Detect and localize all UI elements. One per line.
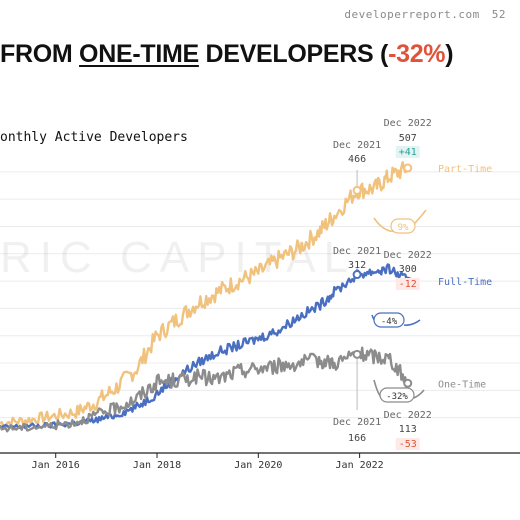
dec-2022-label: Dec 2022 — [384, 410, 432, 421]
point-dec-2021 — [352, 270, 362, 280]
dec-2021-value: 466 — [348, 154, 366, 165]
dec-2022-value: 300 — [399, 264, 417, 275]
pct-pill — [390, 218, 416, 234]
watermark: RIC CAPITAL — [0, 233, 356, 282]
pct-pill — [379, 387, 415, 403]
dec-2022-value: 113 — [399, 424, 417, 435]
headline-negative-value: -32% — [388, 40, 446, 68]
pct-change: 9% — [398, 223, 409, 233]
dec-2021-value: 312 — [348, 260, 366, 271]
delta-badge: -12 — [399, 279, 417, 290]
headline-part3: ) — [445, 40, 454, 68]
headline-underlined: ONE-TIME — [79, 40, 199, 68]
slide-headline: FROM ONE-TIME DEVELOPERS (-32%) — [0, 40, 454, 69]
series-line-part-time — [0, 161, 409, 428]
dec-2021-label: Dec 2021 — [333, 140, 381, 151]
chart-title: onthly Active Developers — [0, 130, 188, 145]
series-label: Full-Time — [438, 277, 492, 288]
delta-badge-bg — [395, 146, 420, 158]
site-url: developerreport.com — [344, 8, 480, 21]
headline-part1: FROM — [0, 40, 80, 68]
dec-2021-value: 166 — [348, 433, 366, 444]
point-dec-2022 — [403, 163, 413, 173]
series-line-full-time — [0, 263, 409, 430]
series-line-one-time — [0, 346, 409, 433]
dec-2021-label: Dec 2021 — [333, 246, 381, 257]
dec-2022-label: Dec 2022 — [384, 118, 432, 129]
delta-badge-bg — [395, 278, 420, 290]
series-lines — [0, 161, 409, 433]
pct-change: -4% — [381, 317, 398, 327]
x-tick-label: Jan 2022 — [336, 460, 384, 471]
page-header: developerreport.com 52 — [344, 8, 506, 21]
dec-2021-label: Dec 2021 — [333, 417, 381, 428]
headline-part2: DEVELOPERS ( — [198, 40, 389, 68]
series-label: Part-Time — [438, 164, 492, 175]
dec-2022-value: 507 — [399, 133, 417, 144]
point-dec-2021 — [352, 185, 362, 195]
annotations: Part-Time Dec 2021 466 Dec 2022 507 +41 9% Full… — [333, 118, 492, 450]
pct-change: -32% — [386, 392, 408, 402]
delta-badge: -53 — [399, 439, 417, 450]
dec-2022-label: Dec 2022 — [384, 250, 432, 261]
x-tick-label: Jan 2016 — [32, 460, 80, 471]
pct-pill — [373, 312, 405, 328]
x-axis: Jan 2016 Jan 2018 Jan 2020 Jan 2022 — [0, 452, 520, 471]
point-dec-2022 — [403, 378, 413, 388]
x-tick-label: Jan 2018 — [133, 460, 181, 471]
point-dec-2021 — [352, 349, 362, 359]
series-label: One-Time — [438, 379, 486, 390]
delta-badge: +41 — [399, 147, 417, 158]
x-tick-label: Jan 2020 — [234, 460, 282, 471]
grid-lines — [0, 171, 520, 419]
delta-badge-bg — [395, 438, 420, 450]
page-number: 52 — [491, 8, 506, 21]
